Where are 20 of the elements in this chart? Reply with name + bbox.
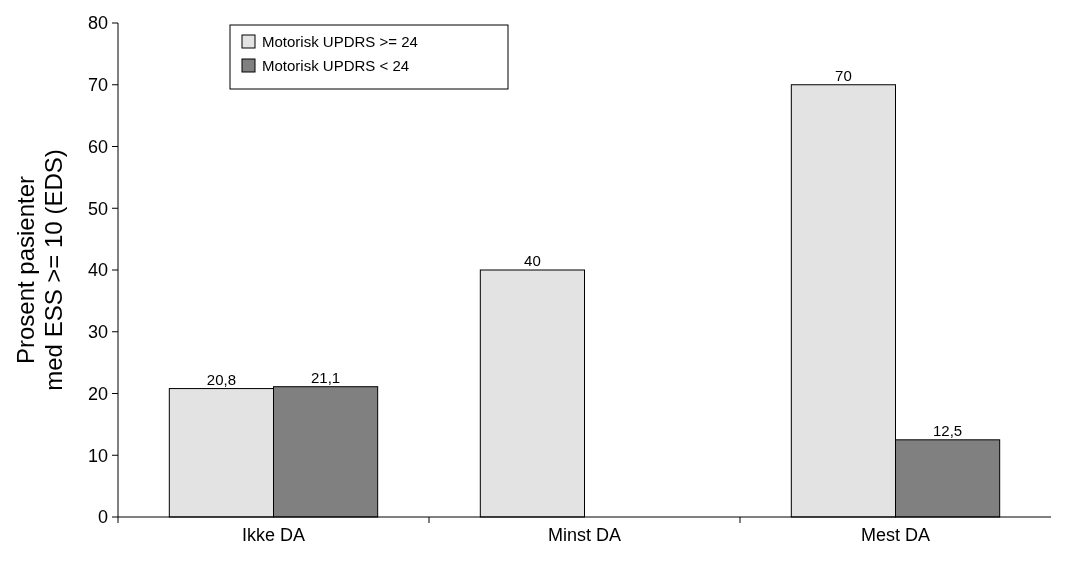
x-tick-label: Mest DA [860, 525, 931, 545]
x-tick-label: Ikke DA [241, 525, 306, 545]
data-label: 21,1 [310, 368, 341, 386]
y-axis-title: Prosent pasienter med ESS >= 10 (EDS) [11, 149, 68, 391]
y-tick-label: 50 [87, 198, 108, 219]
y-tick-label: 80 [87, 13, 108, 34]
legend-label: Motorisk UPDRS >= 24 [262, 33, 418, 51]
y-tick-label: 30 [87, 322, 108, 343]
data-label: 12,5 [932, 421, 963, 439]
y-tick-label: 40 [87, 260, 108, 281]
data-label: 40 [524, 252, 541, 269]
data-label: 20,8 [206, 370, 237, 388]
data-label: 70 [835, 66, 852, 84]
y-tick-label: 10 [87, 445, 108, 466]
y-tick-label: 20 [87, 383, 108, 404]
y-tick-label: 0 [97, 507, 108, 528]
legend-label: Motorisk UPDRS < 24 [262, 57, 410, 75]
y-tick-label: 70 [87, 75, 108, 96]
x-tick-label: Minst DA [547, 525, 622, 545]
y-tick-label: 60 [87, 136, 108, 157]
